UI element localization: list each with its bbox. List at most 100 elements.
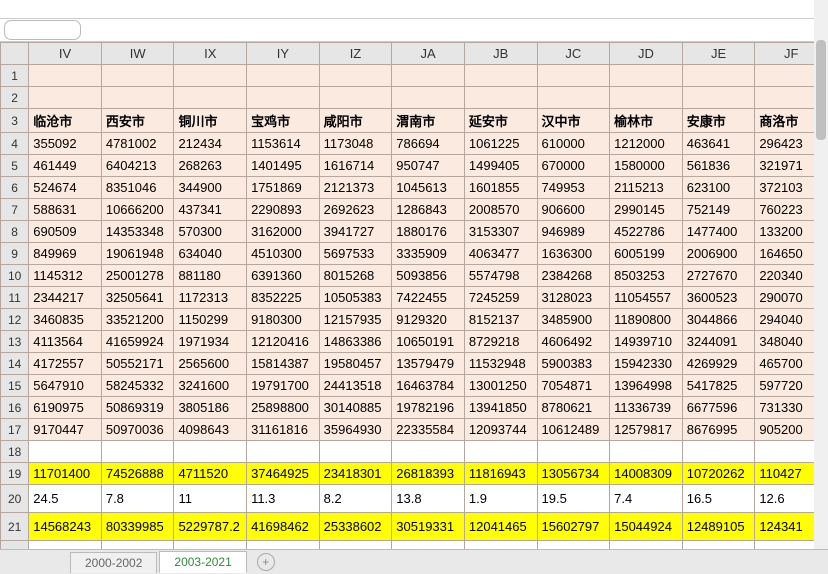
cell[interactable] (392, 65, 465, 87)
cell[interactable]: 3941727 (319, 221, 392, 243)
column-title-cell[interactable]: 临沧市 (29, 109, 102, 133)
cell[interactable] (101, 441, 174, 463)
cell[interactable]: 8152137 (464, 309, 537, 331)
cell[interactable]: 9170447 (29, 419, 102, 441)
cell[interactable]: 4606492 (537, 331, 610, 353)
cell[interactable]: 10612489 (537, 419, 610, 441)
cell[interactable]: 3805186 (174, 397, 247, 419)
cell[interactable]: 9180300 (247, 309, 320, 331)
cell[interactable] (610, 441, 683, 463)
cell[interactable]: 5574798 (464, 265, 537, 287)
cell[interactable]: 1580000 (610, 155, 683, 177)
column-title-cell[interactable]: 渭南市 (392, 109, 465, 133)
cell[interactable] (319, 441, 392, 463)
cell[interactable]: 7054871 (537, 375, 610, 397)
cell[interactable] (682, 441, 755, 463)
cell[interactable]: 6005199 (610, 243, 683, 265)
cell[interactable]: 4510300 (247, 243, 320, 265)
cell[interactable]: 1880176 (392, 221, 465, 243)
cell[interactable]: 12579817 (610, 419, 683, 441)
cell[interactable] (682, 65, 755, 87)
cell[interactable]: 23418301 (319, 463, 392, 485)
cell[interactable]: 24.5 (29, 485, 102, 513)
column-header[interactable]: JE (682, 43, 755, 65)
cell[interactable]: 10666200 (101, 199, 174, 221)
column-title-cell[interactable]: 延安市 (464, 109, 537, 133)
cell[interactable]: 50970036 (101, 419, 174, 441)
row-header[interactable]: 10 (1, 265, 29, 287)
cell[interactable]: 3485900 (537, 309, 610, 331)
cell[interactable]: 11816943 (464, 463, 537, 485)
row-header[interactable]: 4 (1, 133, 29, 155)
cell[interactable]: 524674 (29, 177, 102, 199)
cell[interactable]: 33521200 (101, 309, 174, 331)
column-title-cell[interactable]: 汉中市 (537, 109, 610, 133)
row-header[interactable]: 8 (1, 221, 29, 243)
cell[interactable]: 11.3 (247, 485, 320, 513)
cell[interactable]: 2344217 (29, 287, 102, 309)
cell[interactable]: 9129320 (392, 309, 465, 331)
row-header[interactable]: 20 (1, 485, 29, 513)
cell[interactable]: 12093744 (464, 419, 537, 441)
cell[interactable]: 31161816 (247, 419, 320, 441)
cell[interactable]: 3241600 (174, 375, 247, 397)
cell[interactable] (29, 441, 102, 463)
cell[interactable]: 8015268 (319, 265, 392, 287)
cell[interactable]: 5647910 (29, 375, 102, 397)
column-header[interactable]: IZ (319, 43, 392, 65)
row-header[interactable]: 5 (1, 155, 29, 177)
cell[interactable]: 570300 (174, 221, 247, 243)
cell[interactable]: 7.4 (610, 485, 683, 513)
cell[interactable]: 6677596 (682, 397, 755, 419)
column-title-cell[interactable]: 安康市 (682, 109, 755, 133)
cell[interactable] (537, 441, 610, 463)
cell[interactable]: 212434 (174, 133, 247, 155)
cell[interactable]: 610000 (537, 133, 610, 155)
cell[interactable]: 25338602 (319, 513, 392, 541)
cell[interactable]: 14353348 (101, 221, 174, 243)
cell[interactable]: 15814387 (247, 353, 320, 375)
cell[interactable]: 4172557 (29, 353, 102, 375)
cell[interactable]: 13056734 (537, 463, 610, 485)
cell[interactable]: 3044866 (682, 309, 755, 331)
cell[interactable]: 1061225 (464, 133, 537, 155)
cell[interactable]: 906600 (537, 199, 610, 221)
cell[interactable]: 849969 (29, 243, 102, 265)
cell[interactable] (464, 441, 537, 463)
cell[interactable]: 12489105 (682, 513, 755, 541)
column-header[interactable]: JD (610, 43, 683, 65)
cell[interactable]: 30140885 (319, 397, 392, 419)
cell[interactable] (247, 65, 320, 87)
row-header[interactable]: 7 (1, 199, 29, 221)
cell[interactable]: 16463784 (392, 375, 465, 397)
row-header[interactable]: 1 (1, 65, 29, 87)
cell[interactable]: 8503253 (610, 265, 683, 287)
cell[interactable]: 2692623 (319, 199, 392, 221)
cell[interactable]: 13941850 (464, 397, 537, 419)
cell[interactable]: 7.8 (101, 485, 174, 513)
cell[interactable]: 2290893 (247, 199, 320, 221)
cell[interactable]: 1636300 (537, 243, 610, 265)
cell[interactable]: 3244091 (682, 331, 755, 353)
cell[interactable]: 41659924 (101, 331, 174, 353)
cell[interactable]: 2121373 (319, 177, 392, 199)
cell[interactable]: 1286843 (392, 199, 465, 221)
cell[interactable]: 461449 (29, 155, 102, 177)
cell[interactable]: 1499405 (464, 155, 537, 177)
cell[interactable]: 634040 (174, 243, 247, 265)
cell[interactable]: 561836 (682, 155, 755, 177)
cell[interactable]: 3460835 (29, 309, 102, 331)
cell[interactable]: 5697533 (319, 243, 392, 265)
cell[interactable]: 1616714 (319, 155, 392, 177)
cell[interactable]: 4063477 (464, 243, 537, 265)
row-header[interactable]: 13 (1, 331, 29, 353)
cell[interactable]: 2006900 (682, 243, 755, 265)
cell[interactable]: 881180 (174, 265, 247, 287)
cell[interactable]: 19782196 (392, 397, 465, 419)
cell[interactable] (319, 65, 392, 87)
column-header[interactable]: JB (464, 43, 537, 65)
cell[interactable]: 11890800 (610, 309, 683, 331)
cell[interactable]: 3600523 (682, 287, 755, 309)
cell[interactable]: 4098643 (174, 419, 247, 441)
row-header[interactable]: 14 (1, 353, 29, 375)
